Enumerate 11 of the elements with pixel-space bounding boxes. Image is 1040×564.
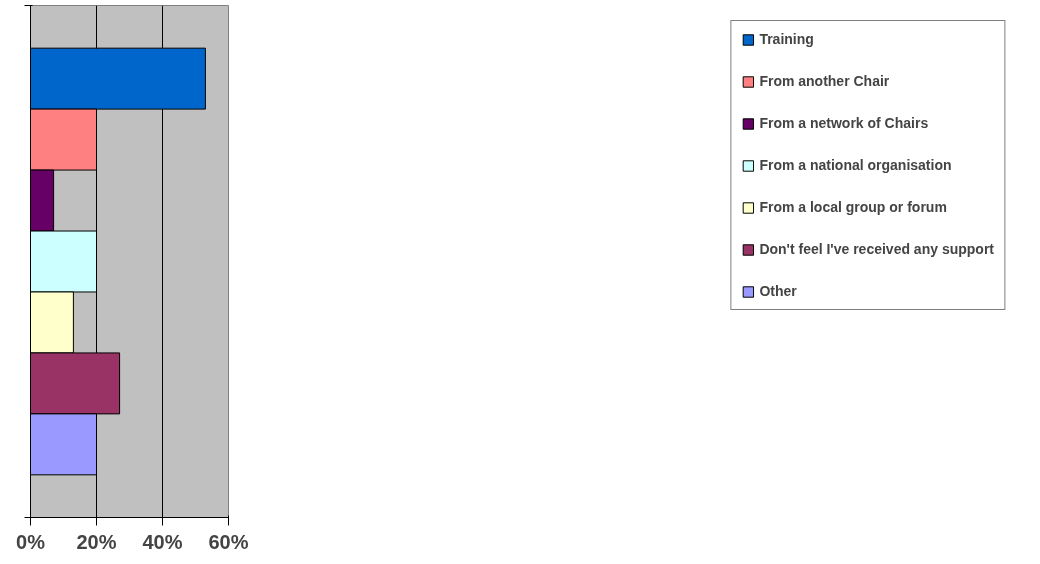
legend-label: From a national organisation xyxy=(759,157,952,173)
x-tick-label: 0% xyxy=(16,530,46,553)
x-tick-label: 40% xyxy=(142,530,183,553)
x-tick-label: 20% xyxy=(76,530,117,553)
legend-label: From a local group or forum xyxy=(759,199,947,215)
legend-label: From another Chair xyxy=(759,73,890,89)
legend-label: Other xyxy=(759,283,797,299)
legend-label: From a network of Chairs xyxy=(759,115,929,131)
x-tick-label: 60% xyxy=(208,530,249,553)
legend-label: Don't feel I've received any support xyxy=(759,241,994,257)
legend-label: Training xyxy=(759,31,814,47)
